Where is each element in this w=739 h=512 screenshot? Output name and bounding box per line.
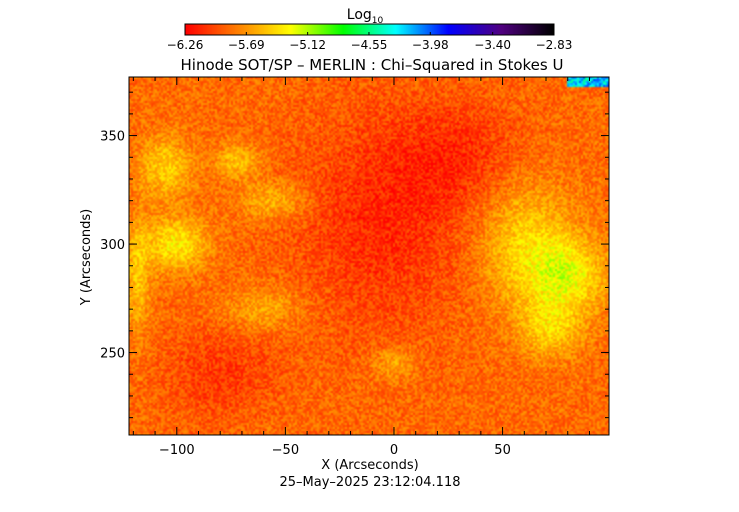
- colorbar-ticks: −6.26 −5.69 −5.12 −4.55 −3.98 −3.40 −2.83: [167, 32, 573, 52]
- x-tick-label: −100: [159, 443, 195, 458]
- colorbar-tick-label: −5.12: [289, 38, 326, 52]
- x-tick-label: 0: [390, 443, 398, 458]
- timestamp: 25–May–2025 23:12:04.118: [280, 475, 461, 490]
- x-tick-label: −50: [272, 443, 299, 458]
- chart-title: Hinode SOT/SP – MERLIN : Chi–Squared in …: [181, 56, 564, 74]
- colorbar-tick-label: −2.83: [536, 38, 573, 52]
- y-tick-label: 300: [100, 238, 125, 253]
- y-axis-label: Y (Arcseconds): [79, 209, 94, 306]
- axis-ticks: −100 −50 0 50 250 300 350: [100, 77, 609, 458]
- colorbar-tick-label: −4.55: [351, 38, 388, 52]
- colorbar-tick-label: −5.69: [228, 38, 265, 52]
- y-tick-label: 350: [100, 130, 125, 145]
- y-tick-label: 250: [100, 347, 125, 362]
- colorbar: [184, 23, 555, 36]
- colorbar-gradient: [185, 24, 554, 35]
- x-tick-label: 50: [494, 443, 511, 458]
- colorbar-tick-label: −6.26: [167, 38, 204, 52]
- x-axis-label: X (Arcseconds): [321, 458, 418, 473]
- heatmap-image: [129, 77, 609, 435]
- colorbar-tick-label: −3.98: [412, 38, 449, 52]
- colorbar-title: Log10: [347, 7, 384, 26]
- colorbar-tick-label: −3.40: [474, 38, 511, 52]
- plot-frame: [128, 76, 610, 436]
